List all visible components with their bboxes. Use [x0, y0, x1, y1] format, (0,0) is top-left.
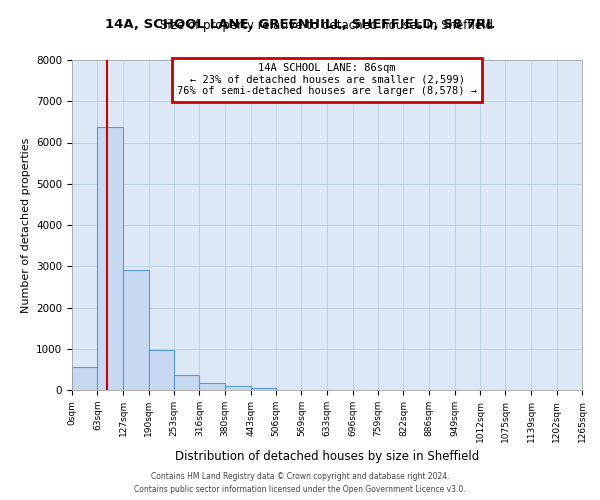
Text: 14A SCHOOL LANE: 86sqm
← 23% of detached houses are smaller (2,599)
76% of semi-: 14A SCHOOL LANE: 86sqm ← 23% of detached…	[177, 64, 477, 96]
Y-axis label: Number of detached properties: Number of detached properties	[20, 138, 31, 312]
Bar	[251, 388, 276, 390]
Bar	[174, 374, 199, 390]
X-axis label: Distribution of detached houses by size in Sheffield: Distribution of detached houses by size …	[175, 450, 479, 463]
Bar	[225, 386, 251, 390]
Title: Size of property relative to detached houses in Sheffield: Size of property relative to detached ho…	[161, 20, 493, 32]
Bar	[123, 270, 149, 390]
Bar	[149, 350, 174, 390]
Bar	[97, 127, 123, 390]
Text: 14A, SCHOOL LANE, GREENHILL, SHEFFIELD, S8 7RL: 14A, SCHOOL LANE, GREENHILL, SHEFFIELD, …	[105, 18, 495, 30]
Text: Contains HM Land Registry data © Crown copyright and database right 2024.
Contai: Contains HM Land Registry data © Crown c…	[134, 472, 466, 494]
Bar	[72, 368, 97, 390]
Bar	[199, 383, 225, 390]
